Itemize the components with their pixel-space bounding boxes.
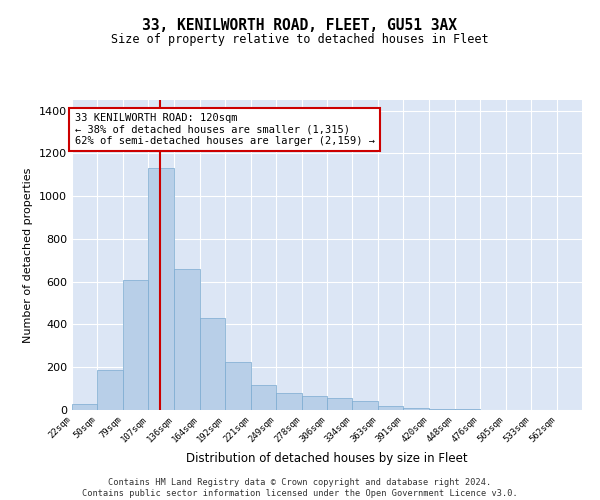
- Bar: [199, 318, 224, 410]
- Bar: [224, 362, 251, 410]
- Bar: [352, 402, 378, 410]
- Bar: [251, 386, 276, 410]
- Bar: [430, 409, 455, 410]
- X-axis label: Distribution of detached houses by size in Fleet: Distribution of detached houses by size …: [186, 452, 468, 466]
- Bar: [403, 408, 430, 410]
- Bar: [97, 370, 123, 410]
- Bar: [72, 404, 97, 410]
- Bar: [276, 393, 302, 410]
- Text: Size of property relative to detached houses in Fleet: Size of property relative to detached ho…: [111, 32, 489, 46]
- Y-axis label: Number of detached properties: Number of detached properties: [23, 168, 34, 342]
- Bar: [175, 269, 199, 410]
- Bar: [455, 409, 479, 410]
- Bar: [378, 406, 403, 410]
- Text: 33 KENILWORTH ROAD: 120sqm
← 38% of detached houses are smaller (1,315)
62% of s: 33 KENILWORTH ROAD: 120sqm ← 38% of deta…: [74, 113, 374, 146]
- Text: Contains HM Land Registry data © Crown copyright and database right 2024.
Contai: Contains HM Land Registry data © Crown c…: [82, 478, 518, 498]
- Bar: [123, 280, 148, 410]
- Bar: [148, 168, 175, 410]
- Text: 33, KENILWORTH ROAD, FLEET, GU51 3AX: 33, KENILWORTH ROAD, FLEET, GU51 3AX: [143, 18, 458, 32]
- Bar: [302, 396, 327, 410]
- Bar: [327, 398, 352, 410]
